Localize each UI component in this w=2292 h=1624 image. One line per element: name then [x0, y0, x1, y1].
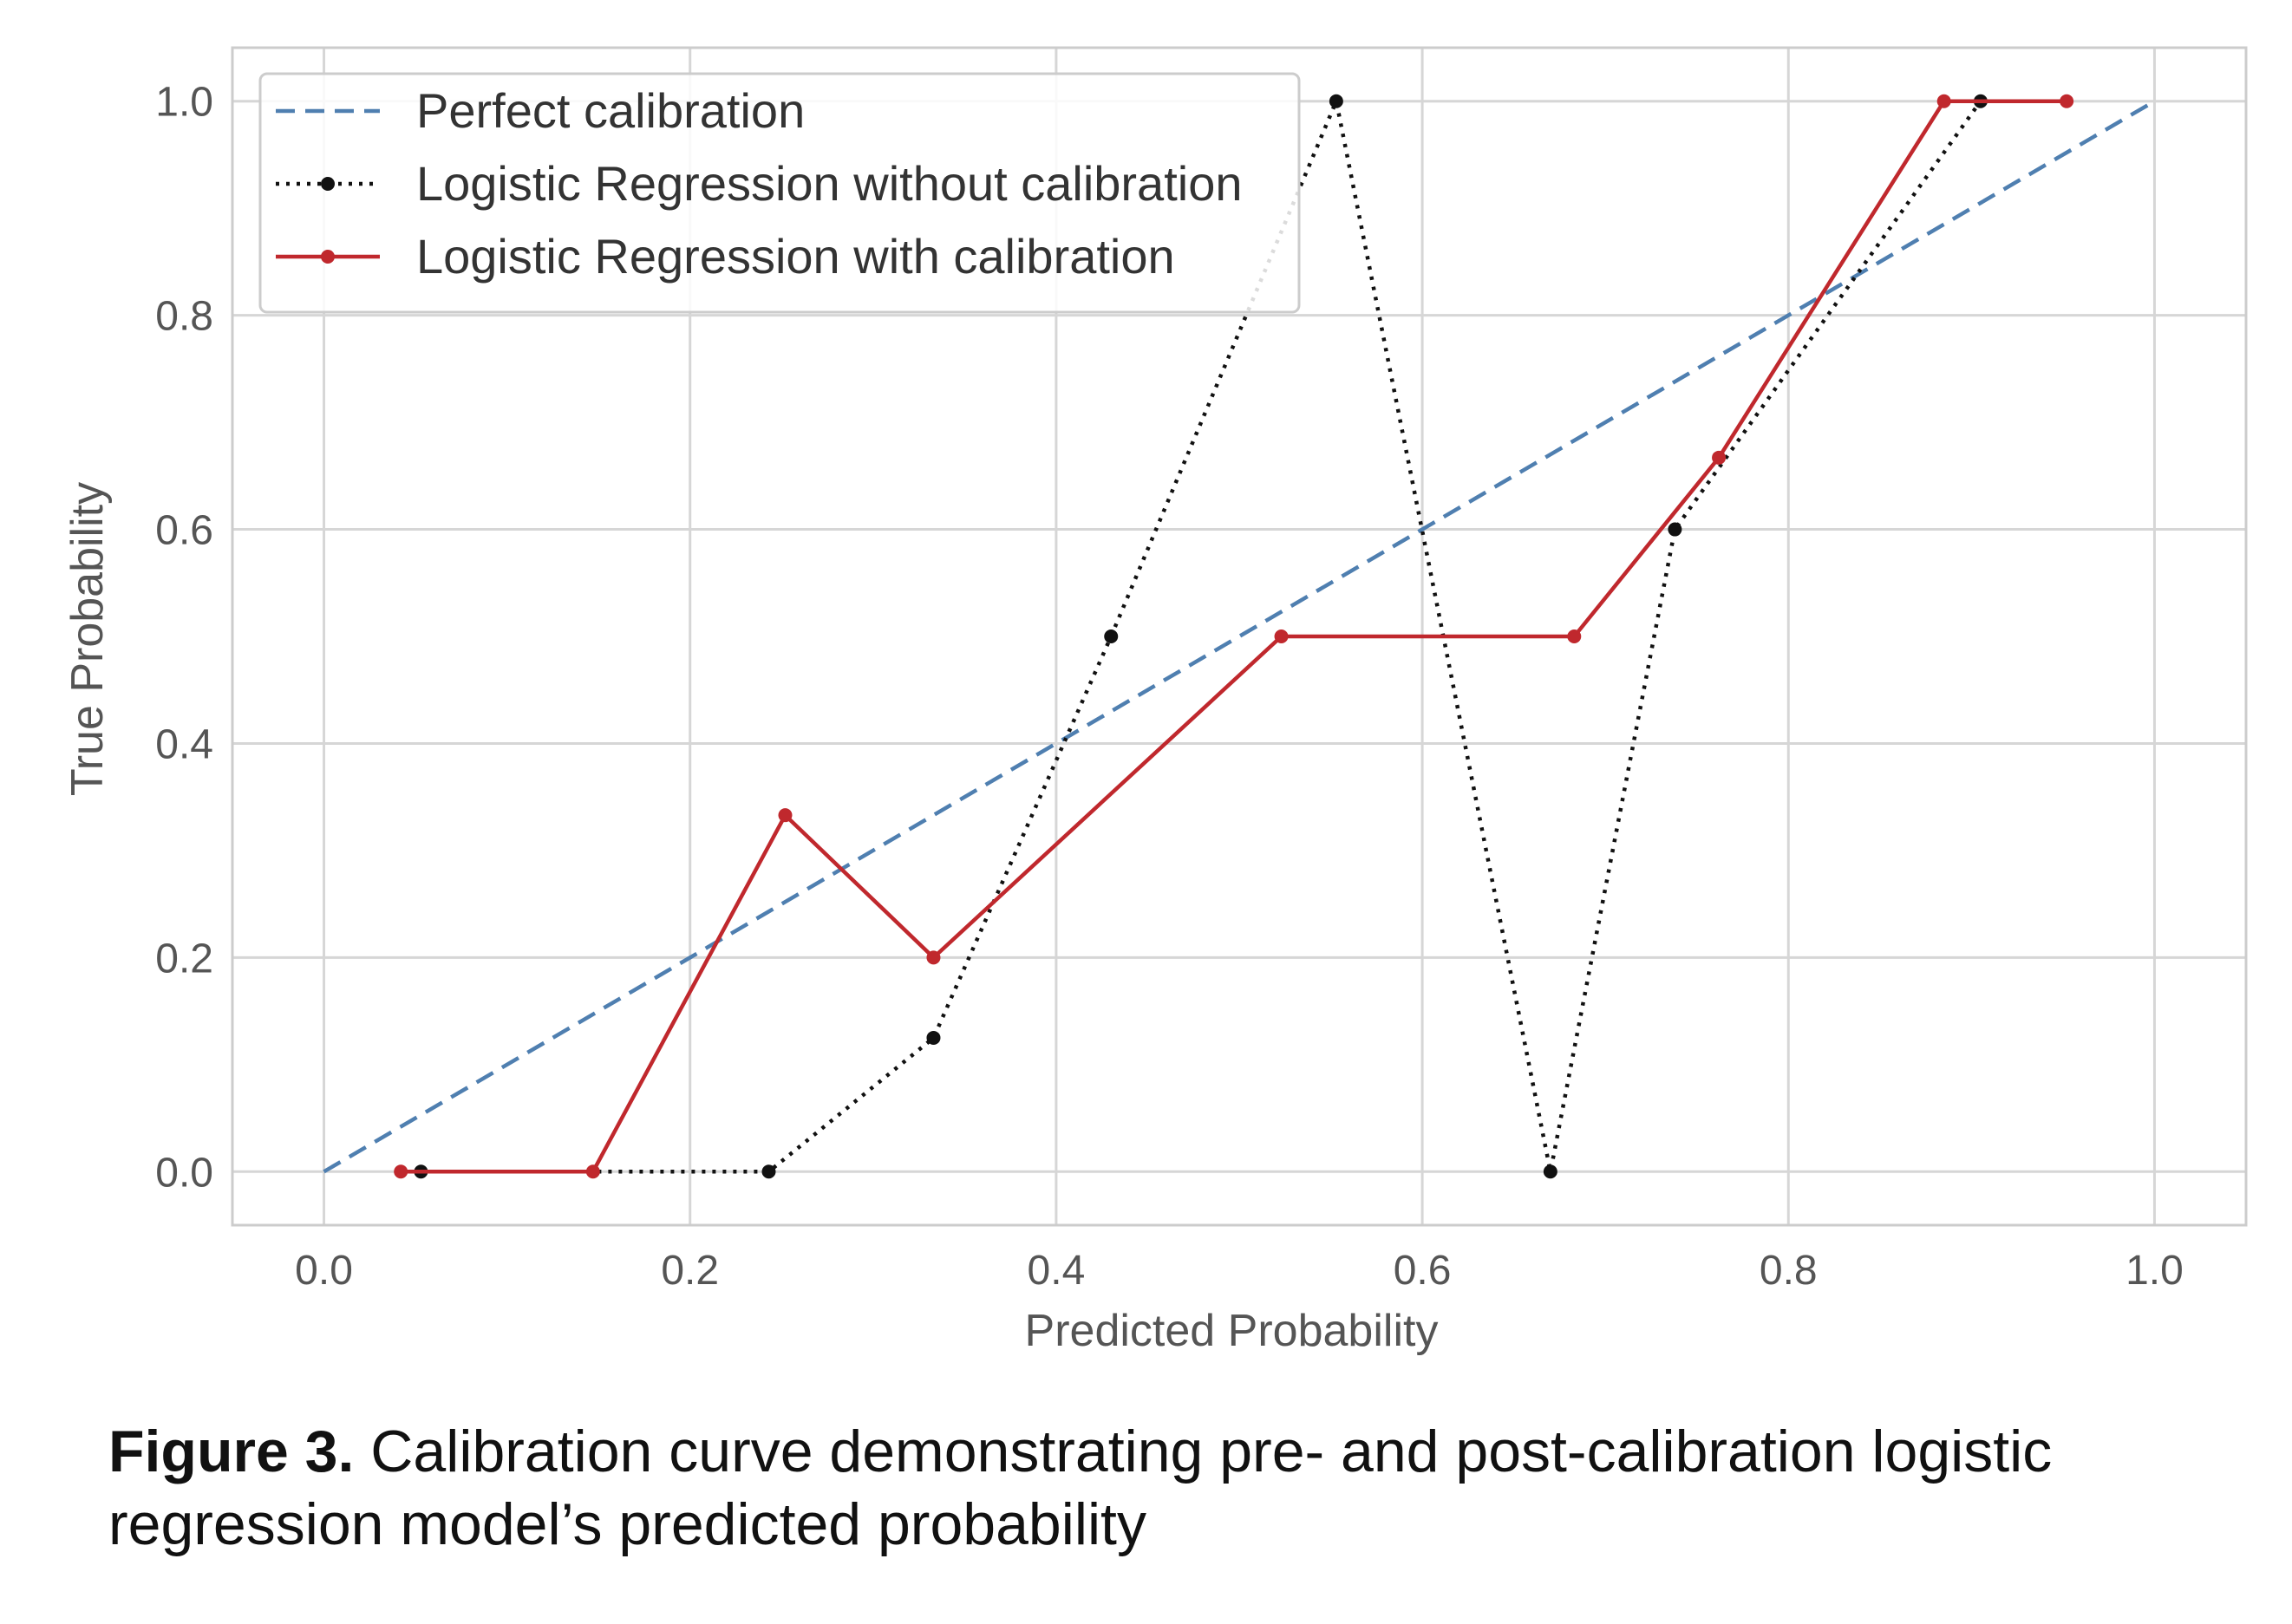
- x-tick-label: 0.4: [1028, 1248, 1086, 1294]
- x-tick-labels: 0.0 0.2 0.4 0.6 0.8 1.0: [295, 1248, 2184, 1294]
- y-tick-label: 1.0: [155, 80, 213, 126]
- data-point: [926, 950, 941, 965]
- y-tick-label: 0.4: [155, 721, 213, 767]
- data-point: [1567, 629, 1582, 643]
- x-tick-label: 0.0: [295, 1248, 353, 1294]
- figure-caption: Figure 3. Calibration curve demonstratin…: [108, 1415, 2259, 1561]
- y-tick-labels: 0.0 0.2 0.4 0.6 0.8 1.0: [155, 80, 213, 1197]
- legend-label: Logistic Regression with calibration: [416, 229, 1175, 284]
- series-layer: [323, 94, 2156, 1179]
- plot-frame: [231, 46, 2248, 1227]
- data-point: [394, 1164, 408, 1179]
- caption-lead: Figure 3.: [108, 1419, 355, 1484]
- legend-box: [258, 72, 1301, 314]
- y-tick-label: 0.8: [155, 294, 213, 340]
- data-point: [1104, 629, 1119, 643]
- data-point: [1274, 629, 1289, 643]
- x-tick-label: 0.2: [661, 1248, 719, 1294]
- data-point: [1712, 450, 1727, 465]
- data-point: [926, 1030, 941, 1045]
- legend-label: Logistic Regression without calibration: [416, 156, 1243, 211]
- y-tick-label: 0.2: [155, 936, 213, 982]
- x-tick-label: 0.6: [1394, 1248, 1452, 1294]
- data-point: [2060, 94, 2074, 108]
- x-tick-label: 0.8: [1760, 1248, 1818, 1294]
- series-2: [394, 94, 2074, 1179]
- y-tick-label: 0.0: [155, 1150, 213, 1196]
- legend-marker: [321, 250, 335, 264]
- data-point: [585, 1164, 600, 1179]
- series-line: [421, 99, 1982, 1174]
- y-axis-label: True Probability: [62, 482, 113, 796]
- x-axis-label: Predicted Probability: [1025, 1306, 1439, 1356]
- caption-text: Calibration curve demonstrating pre- and…: [108, 1419, 2053, 1557]
- data-point: [1543, 1164, 1557, 1179]
- legend-label: Perfect calibration: [416, 83, 805, 138]
- x-tick-label: 1.0: [2125, 1248, 2184, 1294]
- data-point: [1668, 522, 1682, 537]
- y-tick-label: 0.6: [155, 508, 213, 554]
- legend: Perfect calibration Logistic Regression w…: [258, 72, 1301, 314]
- data-point: [1329, 94, 1343, 108]
- data-point: [778, 808, 793, 823]
- data-point: [1936, 94, 1951, 108]
- legend-marker: [321, 177, 335, 191]
- data-point: [761, 1164, 776, 1179]
